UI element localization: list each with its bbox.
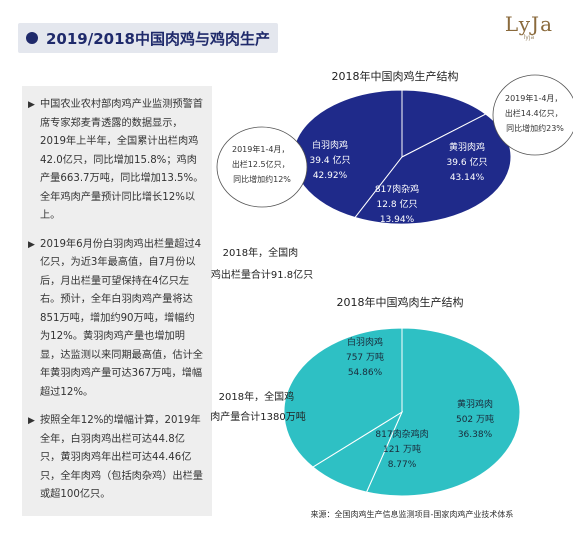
chart1-callout-left: 2019年1-4月， 出栏12.5亿只， 同比增加约12% <box>232 144 292 184</box>
chart1-callout-right: 2019年1-4月， 出栏14.4亿只， 同比增加约23% <box>505 93 565 133</box>
chart1-label-1-percent: 42.92% <box>313 171 348 181</box>
bullet-arrow-icon: ▶ <box>28 416 35 426</box>
title-dot-icon <box>26 32 38 44</box>
brand-sub: lyja <box>523 34 535 41</box>
chart2-label-3-percent: 36.38% <box>458 430 493 440</box>
chart1-callout-right-bubble <box>492 74 573 156</box>
header: 2019/2018中国肉鸡与鸡肉生产 LyJa lyja <box>0 0 573 62</box>
bullet-arrow-icon: ▶ <box>28 100 35 110</box>
chart1-label-3-percent: 43.14% <box>450 173 485 183</box>
chart1-callout-left-bubble <box>216 126 308 208</box>
page-title: 2019/2018中国肉鸡与鸡肉生产 <box>46 30 270 48</box>
brand-name: LyJa <box>504 12 553 36</box>
chart1-label-2-name: 817肉杂鸡 <box>375 183 419 195</box>
chart2-labels: 白羽肉鸡 757 万吨 54.86% 817肉杂鸡肉 121 万吨 8.77% 黄羽鸡肉 50… <box>346 336 494 470</box>
chart1-label-2-percent: 13.94% <box>380 215 415 225</box>
chart1-total-note: 2018年，全国肉 鸡出栏量合计91.8亿只 <box>211 246 313 281</box>
chart2-title: 2018年中国鸡肉生产结构 <box>337 295 464 309</box>
chart1-label-3-value: 39.6 亿只 <box>447 156 488 168</box>
summary-bullet-3: ▶ 按照全年12%的增幅计算，2019年全年，白羽肉鸡出栏可达44.8亿只，黄羽… <box>28 412 204 505</box>
chart1-label-3-name: 黄羽肉鸡 <box>449 141 485 153</box>
chart2-label-1-percent: 54.86% <box>348 368 383 378</box>
summary-text-1: 中国农业农村部肉鸡产业监测预警首席专家郑麦青透露的数据显示，2019年上半年，全… <box>40 99 204 221</box>
chart2-label-3-value: 502 万吨 <box>456 413 494 425</box>
source-note: 来源：全国肉鸡生产信息监测项目-国家肉鸡产业技术体系 <box>311 509 514 519</box>
chart1-slice-2 <box>401 89 487 158</box>
brand-logo: LyJa lyja <box>505 12 553 41</box>
chart2-slice-1 <box>365 327 521 497</box>
summary-text-3: 按照全年12%的增幅计算，2019年全年，白羽肉鸡出栏可达44.8亿只，黄羽肉鸡… <box>40 415 203 500</box>
chart2-label-1-name: 白羽肉鸡 <box>347 336 383 348</box>
chart1-labels: 白羽肉鸡 39.4 亿只 42.92% 817肉杂鸡 12.8 亿只 13.94% 黄羽肉鸡… <box>310 139 488 225</box>
chart2-label-2-percent: 8.77% <box>388 460 417 470</box>
chart1-title: 2018年中国肉鸡生产结构 <box>332 69 459 83</box>
summary-panel: ▶ 中国农业农村部肉鸡产业监测预警首席专家郑麦青透露的数据显示，2019年上半年… <box>22 86 212 516</box>
bullet-arrow-icon: ▶ <box>28 239 35 250</box>
title-bar: 2019/2018中国肉鸡与鸡肉生产 <box>18 23 278 53</box>
chart1-label-1-value: 39.4 亿只 <box>310 154 351 166</box>
chart2-label-2-value: 121 万吨 <box>383 443 421 455</box>
chart1-label-1-name: 白羽肉鸡 <box>312 139 348 151</box>
summary-bullet-2: ▶ 2019年6月份白羽肉鸡出栏量超过4亿只，为近3年最高值，自7月份以后，月出… <box>28 236 204 403</box>
chart2-slice-3 <box>283 327 403 468</box>
chart2-label-3-name: 黄羽鸡肉 <box>457 398 493 410</box>
chart2-total-note: 2018年，全国鸡 肉产量合计1380万吨 <box>210 390 305 423</box>
chart2-pie <box>283 327 521 497</box>
chart2-label-1-value: 757 万吨 <box>346 351 384 363</box>
summary-bullet-1: ▶ 中国农业农村部肉鸡产业监测预警首席专家郑麦青透露的数据显示，2019年上半年… <box>28 96 204 226</box>
chart2-label-2-name: 817肉杂鸡肉 <box>375 428 428 440</box>
summary-text-2: 2019年6月份白羽肉鸡出栏量超过4亿只，为近3年最高值，自7月份以后，月出栏量… <box>40 238 203 398</box>
chart1-label-2-value: 12.8 亿只 <box>377 198 418 210</box>
